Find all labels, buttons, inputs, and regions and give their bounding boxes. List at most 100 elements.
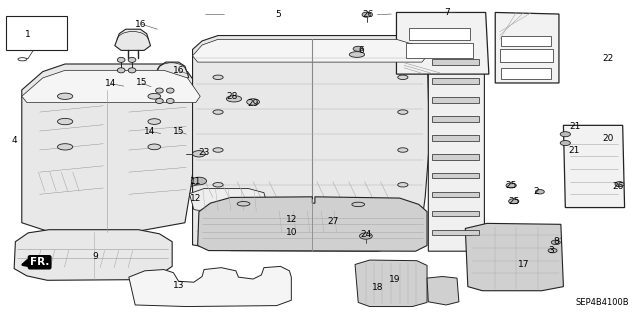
Ellipse shape (58, 118, 73, 125)
Ellipse shape (148, 119, 161, 124)
Ellipse shape (117, 68, 125, 73)
Ellipse shape (117, 57, 125, 63)
Text: 12: 12 (190, 194, 202, 203)
Text: 9: 9 (93, 252, 99, 261)
Text: 16: 16 (134, 20, 146, 29)
Ellipse shape (58, 144, 73, 150)
Polygon shape (115, 29, 150, 50)
Polygon shape (465, 223, 563, 291)
Text: 11: 11 (190, 177, 202, 186)
Polygon shape (198, 197, 427, 251)
Bar (406, 43, 473, 58)
Ellipse shape (397, 75, 408, 79)
Ellipse shape (551, 240, 560, 245)
Ellipse shape (128, 68, 136, 73)
Ellipse shape (237, 202, 250, 206)
Bar (431, 230, 479, 235)
Polygon shape (189, 189, 268, 212)
Text: 17: 17 (518, 260, 530, 269)
Text: 7: 7 (445, 8, 451, 17)
Polygon shape (563, 125, 625, 208)
Polygon shape (495, 12, 559, 83)
Ellipse shape (213, 110, 223, 114)
Bar (431, 59, 479, 65)
Ellipse shape (360, 233, 372, 239)
Bar (501, 68, 551, 79)
Polygon shape (129, 266, 291, 307)
Ellipse shape (509, 199, 519, 204)
Text: 26: 26 (362, 10, 374, 19)
Polygon shape (193, 35, 429, 251)
Ellipse shape (615, 182, 624, 187)
Text: 28: 28 (227, 93, 237, 101)
Ellipse shape (191, 177, 207, 185)
Ellipse shape (362, 12, 371, 17)
Ellipse shape (353, 46, 364, 51)
Text: 19: 19 (390, 275, 401, 284)
Ellipse shape (166, 99, 174, 104)
Text: 12: 12 (285, 215, 297, 224)
Ellipse shape (536, 189, 544, 194)
Text: 13: 13 (173, 281, 184, 290)
Text: 20: 20 (602, 134, 614, 144)
Text: 22: 22 (602, 54, 614, 63)
Bar (431, 97, 479, 103)
Ellipse shape (213, 148, 223, 152)
Bar (431, 135, 479, 141)
Ellipse shape (148, 144, 161, 150)
Text: 21: 21 (569, 122, 580, 131)
Polygon shape (278, 215, 371, 243)
Polygon shape (14, 230, 172, 280)
Text: 5: 5 (276, 10, 282, 19)
Text: 27: 27 (327, 217, 339, 226)
Text: FR.: FR. (30, 257, 49, 267)
Text: 15: 15 (173, 127, 184, 136)
Ellipse shape (193, 151, 205, 157)
Bar (431, 116, 479, 122)
Ellipse shape (58, 93, 73, 100)
Polygon shape (22, 70, 200, 103)
Ellipse shape (148, 93, 161, 99)
Bar (6, 16, 67, 50)
Text: 8: 8 (553, 237, 559, 246)
Ellipse shape (560, 132, 570, 137)
Ellipse shape (506, 183, 516, 188)
Text: 26: 26 (612, 182, 624, 191)
Text: 25: 25 (506, 181, 517, 190)
Text: 14: 14 (106, 79, 116, 88)
Text: 4: 4 (12, 136, 17, 145)
Bar (431, 78, 479, 84)
Bar (431, 192, 479, 197)
Ellipse shape (213, 75, 223, 79)
Text: 16: 16 (173, 66, 184, 75)
Ellipse shape (166, 88, 174, 93)
Text: 29: 29 (248, 99, 259, 108)
Text: 21: 21 (568, 145, 579, 154)
Ellipse shape (560, 141, 570, 145)
Ellipse shape (156, 88, 163, 93)
Ellipse shape (128, 57, 136, 63)
Polygon shape (428, 44, 484, 251)
Ellipse shape (227, 96, 242, 102)
Ellipse shape (397, 148, 408, 152)
Polygon shape (355, 260, 427, 307)
Bar (431, 173, 479, 178)
Bar (431, 211, 479, 216)
Text: 18: 18 (372, 283, 383, 292)
Ellipse shape (548, 249, 557, 253)
Bar (500, 49, 552, 62)
Polygon shape (154, 62, 189, 81)
Polygon shape (427, 277, 459, 305)
Text: SEP4B4100B: SEP4B4100B (575, 298, 629, 307)
Bar (501, 35, 551, 46)
Text: 1: 1 (25, 30, 31, 39)
Text: 3: 3 (548, 246, 554, 255)
Text: 24: 24 (360, 230, 371, 239)
Text: 23: 23 (198, 148, 210, 157)
Text: 2: 2 (534, 187, 540, 196)
Ellipse shape (397, 110, 408, 114)
Text: 10: 10 (285, 228, 297, 237)
Ellipse shape (18, 58, 27, 61)
Ellipse shape (397, 182, 408, 187)
Ellipse shape (352, 202, 365, 207)
